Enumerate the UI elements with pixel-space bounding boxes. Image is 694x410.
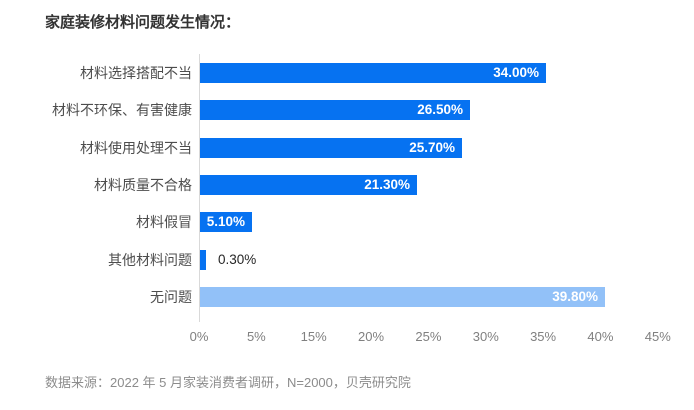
value-label: 39.80% <box>552 289 598 304</box>
category-label: 材料选择搭配不当 <box>80 65 192 81</box>
x-tick-label: 35% <box>530 329 557 344</box>
y-axis-line <box>199 54 200 322</box>
x-tick-label: 45% <box>644 329 671 344</box>
chart-row: 材料选择搭配不当 34.00% <box>0 63 694 83</box>
x-tick-label: 5% <box>246 329 266 344</box>
chart-row: 材料假冒 5.10% <box>0 212 694 232</box>
x-tick-label: 25% <box>415 329 442 344</box>
chart-row: 无问题 39.80% <box>0 287 694 307</box>
category-label: 其他材料问题 <box>108 252 192 268</box>
bar: 21.30% <box>200 175 417 195</box>
bar: 34.00% <box>200 63 546 83</box>
value-label: 21.30% <box>364 177 410 192</box>
value-label: 25.70% <box>409 140 455 155</box>
value-label: 26.50% <box>417 102 463 117</box>
source-note: 数据来源：2022 年 5 月家装消费者调研，N=2000，贝壳研究院 <box>45 375 411 390</box>
category-label: 材料质量不合格 <box>94 177 192 193</box>
bar: 39.80% <box>200 287 605 307</box>
category-label: 材料使用处理不当 <box>80 140 192 156</box>
category-label: 无问题 <box>150 289 192 305</box>
x-tick-label: 15% <box>300 329 327 344</box>
chart-row: 材料质量不合格 21.30% <box>0 175 694 195</box>
x-tick-label: 0% <box>189 329 209 344</box>
bar <box>200 250 206 270</box>
bar: 5.10% <box>200 212 252 232</box>
bar: 25.70% <box>200 138 462 158</box>
value-label: 34.00% <box>493 65 539 80</box>
chart-row: 材料不环保、有害健康 26.50% <box>0 100 694 120</box>
category-label: 材料假冒 <box>136 214 192 230</box>
category-label: 材料不环保、有害健康 <box>52 102 192 118</box>
x-tick-label: 20% <box>358 329 385 344</box>
chart-title: 家庭装修材料问题发生情况： <box>45 14 241 31</box>
chart-row: 其他材料问题 0.30% <box>0 250 694 270</box>
x-tick-label: 40% <box>587 329 614 344</box>
value-label: 5.10% <box>206 214 245 229</box>
chart-row: 材料使用处理不当 25.70% <box>0 138 694 158</box>
value-label: 0.30% <box>218 252 257 267</box>
bar: 26.50% <box>200 100 470 120</box>
x-tick-label: 30% <box>472 329 499 344</box>
